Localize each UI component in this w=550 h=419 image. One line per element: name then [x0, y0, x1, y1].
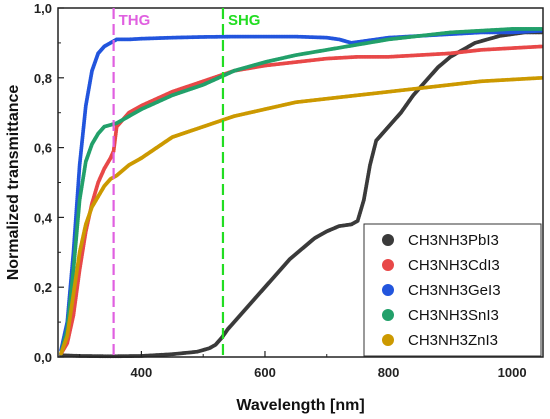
y-tick-label: 0,2 — [34, 280, 52, 295]
legend-label: CH3NH3CdI3 — [408, 257, 500, 274]
legend-items: CH3NH3PbI3 CH3NH3CdI3 CH3NH3GeI3 CH3NH3SnI3… — [382, 232, 501, 349]
y-axis-ticks: 0,0 0,2 0,4 0,6 0,8 1,0 — [34, 1, 64, 365]
legend-swatch — [382, 284, 394, 296]
marker-label-SHG: SHG — [228, 12, 261, 29]
x-axis-title: Wavelength [nm] — [236, 397, 364, 414]
y-tick-label: 0,4 — [34, 210, 53, 225]
legend-label: CH3NH3SnI3 — [408, 307, 499, 324]
legend-label: CH3NH3ZnI3 — [408, 332, 498, 349]
y-tick-label: 0,0 — [34, 350, 52, 365]
legend-swatch — [382, 334, 394, 346]
legend: CH3NH3PbI3 CH3NH3CdI3 CH3NH3GeI3 CH3NH3SnI3… — [363, 223, 542, 357]
x-tick-label: 600 — [254, 365, 276, 380]
x-tick-label: 400 — [131, 365, 153, 380]
y-tick-label: 0,6 — [34, 141, 52, 156]
wavelength-markers: THG SHG — [112, 8, 261, 357]
y-tick-label: 1,0 — [34, 1, 52, 16]
y-tick-label: 0,8 — [34, 71, 52, 86]
x-tick-label: 800 — [378, 365, 400, 380]
marker-label-THG: THG — [119, 12, 151, 29]
series-CH3NH3ZnI3 — [59, 75, 544, 356]
plot-content — [59, 27, 544, 359]
legend-swatch — [382, 234, 394, 246]
legend-label: CH3NH3PbI3 — [408, 232, 499, 249]
legend-label: CH3NH3GeI3 — [408, 282, 501, 299]
series-CH3NH3SnI3 — [59, 27, 544, 356]
legend-swatch — [382, 259, 394, 271]
y-axis-title: Normalized transmittance — [5, 85, 22, 281]
legend-swatch — [382, 309, 394, 321]
x-tick-label: 1000 — [498, 365, 527, 380]
